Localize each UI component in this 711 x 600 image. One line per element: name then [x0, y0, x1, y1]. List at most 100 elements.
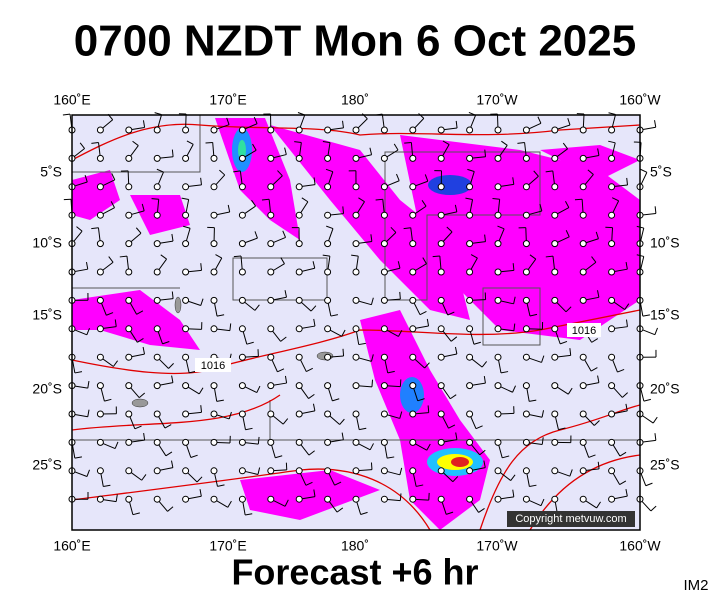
station [466, 495, 474, 503]
box [72, 115, 201, 173]
barb-flag [426, 443, 431, 451]
station [238, 438, 246, 446]
station [96, 467, 104, 475]
barb-flag [608, 112, 616, 115]
barb-flag [142, 120, 146, 128]
barb-flag [596, 501, 601, 509]
station [182, 211, 190, 219]
box [72, 287, 271, 440]
station [579, 154, 587, 162]
lon-label: 180˚ [341, 538, 369, 554]
station [380, 268, 388, 276]
barb-flag [512, 385, 517, 393]
barb-flag [233, 255, 242, 258]
barb-flag [186, 140, 194, 145]
barb-flag [156, 168, 164, 173]
barb-flag [590, 367, 598, 372]
barb-flag [200, 177, 202, 185]
barb-flag [645, 482, 653, 487]
rain-core [451, 457, 469, 467]
barb-flag [369, 443, 374, 451]
barb-flag [654, 327, 658, 335]
isobar-label-bg [195, 358, 231, 372]
barb-flag [484, 234, 486, 242]
barb-flag [342, 348, 345, 357]
lat-label: 10˚S [650, 235, 680, 251]
barb-flag [513, 323, 516, 331]
station [409, 126, 417, 134]
station [182, 154, 190, 162]
station [579, 495, 587, 503]
barb-flag [424, 174, 429, 182]
barb-flag [312, 403, 316, 411]
barb-flag [654, 206, 657, 214]
station [125, 467, 133, 475]
station [324, 353, 332, 361]
barb-flag [481, 361, 488, 368]
barb-flag [246, 341, 254, 345]
barb-flag [91, 142, 99, 144]
barb-flag [137, 338, 144, 343]
barb-flag [541, 437, 544, 445]
box [482, 287, 541, 346]
barb-flag [199, 489, 202, 497]
station [380, 495, 388, 503]
barb-flag [62, 113, 71, 116]
station [522, 495, 530, 503]
barb-flag [257, 467, 261, 475]
station [352, 268, 360, 276]
station [608, 382, 616, 390]
lat-label: 25˚S [32, 457, 62, 473]
station [295, 240, 303, 248]
barb-flag [399, 291, 401, 300]
station [96, 126, 104, 134]
station [409, 495, 417, 503]
barb-flag [84, 175, 88, 183]
barb-flag [621, 392, 629, 398]
station [437, 183, 445, 191]
barb-flag [138, 392, 146, 399]
station [295, 325, 303, 333]
lat-label: 25˚S [650, 457, 680, 473]
station [267, 382, 275, 390]
barb-flag [280, 257, 285, 264]
station [153, 382, 161, 390]
station [153, 467, 161, 475]
barb-flag [452, 476, 459, 483]
station [96, 240, 104, 248]
station [267, 211, 275, 219]
station [210, 467, 218, 475]
barb-flag [227, 500, 232, 508]
station [437, 126, 445, 134]
barb-flag [114, 319, 117, 327]
station [551, 240, 559, 248]
station [125, 296, 133, 304]
lon-label: 170˚E [209, 92, 246, 108]
station [210, 325, 218, 333]
station [352, 382, 360, 390]
station [551, 183, 559, 191]
barb-flag [190, 454, 198, 458]
barb-flag [450, 336, 458, 342]
station [437, 495, 445, 503]
station [608, 268, 616, 276]
barb-flag [171, 375, 174, 383]
station [153, 183, 161, 191]
station [182, 325, 190, 333]
station [494, 353, 502, 361]
barb-flag [597, 290, 600, 298]
station [324, 325, 332, 333]
station [409, 211, 417, 219]
station [96, 325, 104, 333]
barb-flag [141, 203, 145, 211]
rain-core [238, 140, 246, 160]
barb-flag [426, 318, 430, 327]
barb-flag [588, 454, 596, 458]
barb-flag [326, 225, 334, 230]
station [409, 467, 417, 475]
rain [270, 125, 470, 320]
barb-flag [529, 399, 537, 402]
station [238, 183, 246, 191]
barb-flag [416, 484, 424, 487]
